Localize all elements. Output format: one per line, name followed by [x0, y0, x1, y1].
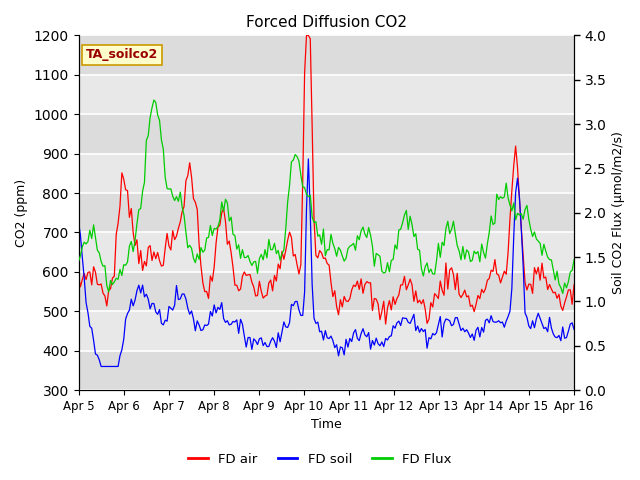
Bar — [79, 312, 574, 351]
Bar — [79, 154, 574, 193]
Bar — [79, 114, 574, 154]
Bar — [79, 351, 574, 390]
Text: TA_soilco2: TA_soilco2 — [86, 48, 158, 61]
Y-axis label: CO2 (ppm): CO2 (ppm) — [15, 179, 28, 247]
Y-axis label: Soil CO2 Flux (μmol/m2/s): Soil CO2 Flux (μmol/m2/s) — [612, 132, 625, 294]
Legend: FD air, FD soil, FD Flux: FD air, FD soil, FD Flux — [183, 447, 457, 471]
Bar — [79, 232, 574, 272]
Bar — [79, 36, 574, 75]
Bar — [79, 272, 574, 312]
Bar — [79, 75, 574, 114]
Bar — [79, 193, 574, 232]
X-axis label: Time: Time — [311, 419, 342, 432]
Title: Forced Diffusion CO2: Forced Diffusion CO2 — [246, 15, 407, 30]
